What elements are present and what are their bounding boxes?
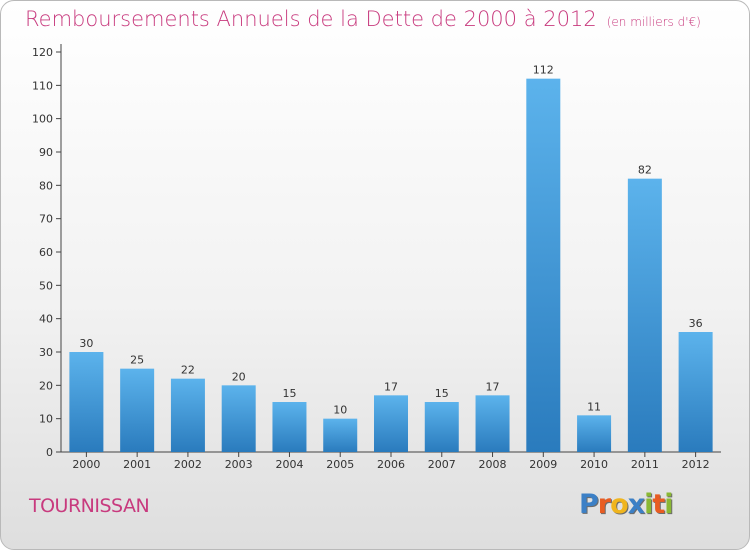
x-tick-label: 2007 bbox=[428, 458, 456, 471]
bar bbox=[69, 352, 104, 452]
x-tick-label: 2003 bbox=[225, 458, 253, 471]
logo-letter: i bbox=[664, 489, 673, 520]
bar-value-label: 17 bbox=[384, 380, 398, 393]
bar bbox=[577, 415, 612, 452]
y-tick-label: 70 bbox=[39, 213, 53, 226]
bar bbox=[475, 395, 510, 452]
proxiti-logo: Proxiti bbox=[579, 489, 674, 520]
x-tick-label: 2004 bbox=[275, 458, 303, 471]
y-tick-label: 120 bbox=[32, 46, 53, 59]
y-tick-label: 40 bbox=[39, 313, 53, 326]
y-tick-label: 10 bbox=[39, 413, 53, 426]
bar-value-label: 36 bbox=[689, 317, 703, 330]
bar-value-label: 112 bbox=[533, 64, 554, 77]
logo-letter: i bbox=[644, 489, 653, 520]
bar bbox=[170, 378, 205, 452]
title-text: Remboursements Annuels de la Dette de 20… bbox=[25, 7, 597, 31]
bar bbox=[221, 385, 256, 452]
y-tick-label: 100 bbox=[32, 113, 53, 126]
bar bbox=[272, 402, 307, 452]
bar-value-label: 20 bbox=[232, 370, 246, 383]
logo-letter: t bbox=[652, 489, 665, 520]
bar bbox=[374, 395, 408, 452]
x-tick-label: 2001 bbox=[123, 458, 151, 471]
x-tick-label: 2010 bbox=[580, 458, 608, 471]
y-tick-label: 110 bbox=[32, 79, 53, 92]
logo-letter: P bbox=[579, 489, 599, 520]
y-tick-label: 80 bbox=[39, 179, 53, 192]
logo-letter: o bbox=[610, 489, 629, 520]
y-tick-label: 20 bbox=[39, 379, 53, 392]
bar bbox=[627, 178, 662, 452]
y-tick-label: 90 bbox=[39, 146, 53, 159]
bar-value-label: 30 bbox=[79, 337, 93, 350]
x-tick-label: 2009 bbox=[529, 458, 557, 471]
logo-letter: x bbox=[627, 489, 645, 520]
y-tick-label: 30 bbox=[39, 346, 53, 359]
bar-value-label: 15 bbox=[435, 387, 449, 400]
x-tick-label: 2000 bbox=[72, 458, 100, 471]
x-tick-label: 2008 bbox=[479, 458, 507, 471]
x-tick-label: 2011 bbox=[631, 458, 659, 471]
x-tick-label: 2012 bbox=[682, 458, 710, 471]
bar-value-label: 17 bbox=[486, 380, 500, 393]
bar bbox=[424, 402, 459, 452]
x-tick-label: 2006 bbox=[377, 458, 405, 471]
bar bbox=[678, 332, 713, 452]
bar bbox=[120, 368, 155, 452]
chart-subtitle: (en milliers d'€) bbox=[606, 15, 701, 29]
bar-value-label: 11 bbox=[587, 400, 601, 413]
bar-value-label: 10 bbox=[333, 404, 347, 417]
bar-value-label: 82 bbox=[638, 164, 652, 177]
bar-value-label: 15 bbox=[282, 387, 296, 400]
logo-letter: r bbox=[597, 489, 611, 520]
bar-value-label: 22 bbox=[181, 364, 195, 377]
bar bbox=[323, 418, 358, 452]
chart-title: Remboursements Annuels de la Dette de 20… bbox=[25, 7, 701, 31]
bar-value-label: 25 bbox=[130, 354, 144, 367]
x-tick-label: 2002 bbox=[174, 458, 202, 471]
y-tick-label: 0 bbox=[46, 446, 53, 459]
bar bbox=[526, 78, 561, 453]
y-tick-label: 60 bbox=[39, 246, 53, 259]
location-name: TOURNISSAN bbox=[29, 495, 150, 517]
x-tick-label: 2005 bbox=[326, 458, 354, 471]
y-tick-label: 50 bbox=[39, 279, 53, 292]
